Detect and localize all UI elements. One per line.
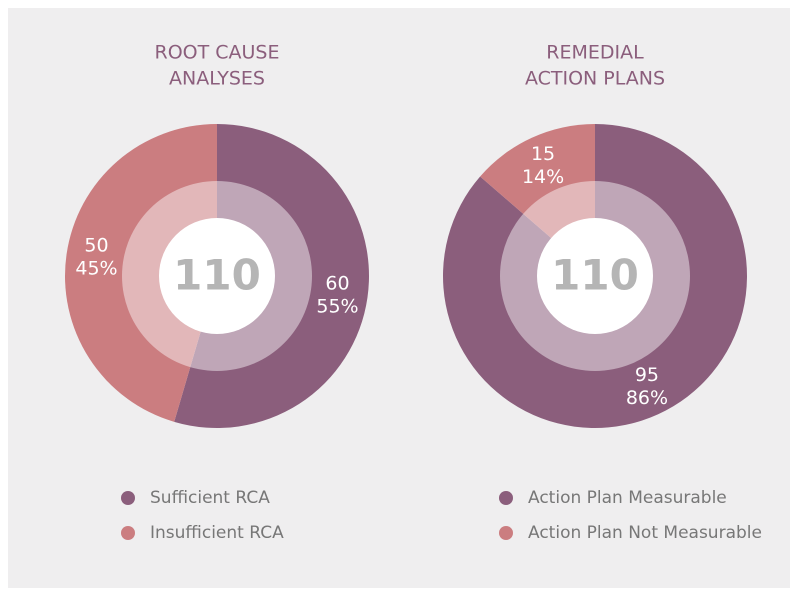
chart-title: ANALYSES [169, 68, 265, 90]
legend-swatch [121, 526, 135, 540]
share-label: 86% [626, 387, 668, 409]
center-total: 110 [173, 251, 261, 300]
legend-label: Action Plan Measurable [528, 488, 727, 508]
legend-label: Sufficient RCA [150, 488, 270, 508]
share-label: 45% [75, 257, 117, 279]
pie-slice [65, 124, 218, 422]
value-label: 60 [325, 273, 349, 295]
chart-title: ROOT CAUSE [155, 42, 280, 64]
legend-swatch [499, 491, 513, 505]
value-label: 95 [635, 364, 659, 386]
legend-swatch [499, 526, 513, 540]
center-total: 110 [551, 251, 639, 300]
value-label: 50 [84, 234, 108, 256]
share-label: 55% [316, 296, 358, 318]
chart-title: ACTION PLANS [525, 68, 665, 90]
chart-title: REMEDIAL [546, 42, 644, 64]
legend-label: Insufficient RCA [150, 523, 284, 543]
share-label: 14% [522, 166, 564, 188]
legend-label: Action Plan Not Measurable [528, 523, 762, 543]
value-label: 15 [531, 143, 555, 165]
center-hole [159, 218, 275, 334]
center-hole [537, 218, 653, 334]
legend-swatch [121, 491, 135, 505]
